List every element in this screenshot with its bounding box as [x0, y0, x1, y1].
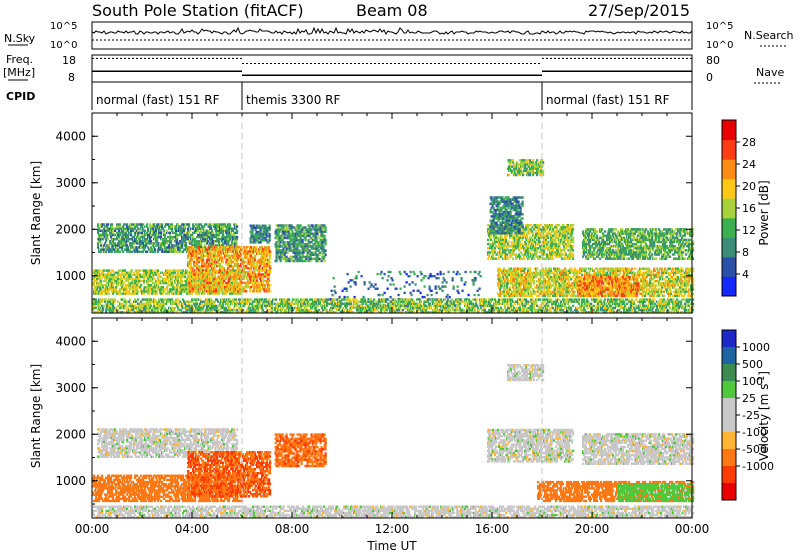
freq-label: Freq. [6, 53, 33, 66]
velocity-colorbar-swatch-8 [722, 466, 736, 484]
freq-trace [92, 71, 692, 75]
nsky-trace [92, 28, 692, 34]
beam-label: Beam 08 [356, 1, 428, 20]
velocity-region-4 [487, 429, 574, 463]
power-cbar-tick-1: 8 [742, 246, 749, 259]
power-ytick-2: 3000 [55, 176, 86, 190]
xtick-4: 16:00 [475, 522, 510, 536]
cpid-strip: CPID normal (fast) 151 RF themis 3300 RF n… [6, 82, 692, 110]
velocity-ytick-1: 2000 [55, 427, 86, 441]
x-axis-label: Time UT [366, 539, 417, 553]
velocity-colorbar-swatch-4 [722, 398, 736, 416]
velocity-colorbar-swatch-7 [722, 449, 736, 467]
velocity-colorbar-label: Velocity [m s-1] [757, 371, 771, 461]
velocity-colorbar-swatch-9 [722, 483, 736, 501]
velocity-ytick-3: 4000 [55, 334, 86, 348]
velocity-colorbar-label-text: Velocity [m s [757, 384, 771, 461]
power-colorbar-swatch-6 [722, 159, 736, 179]
velocity-cbar-tick-0: 1000 [742, 341, 770, 354]
velocity-colorbar-swatch-3 [722, 381, 736, 399]
power-ytick-0: 1000 [55, 269, 86, 283]
velocity-colorbar-swatch-2 [722, 364, 736, 382]
power-colorbar-swatch-1 [722, 257, 736, 277]
velocity-region-5 [507, 364, 544, 381]
velocity-ytick-2: 3000 [55, 381, 86, 395]
nave-trace [92, 58, 692, 63]
power-region-2 [187, 246, 271, 292]
freq-panel: Freq. [MHz] 18 8 80 0 Nave [3, 53, 784, 84]
velocity-colorbar-swatch-1 [722, 347, 736, 365]
freq-tick-top: 18 [62, 54, 76, 67]
xtick-3: 12:00 [375, 522, 410, 536]
power-colorbar-swatch-4 [722, 198, 736, 218]
power-region-6 [490, 196, 524, 234]
velocity-region-2 [187, 451, 271, 497]
cpid-segment-2: normal (fast) 151 RF [546, 93, 670, 107]
date-label: 27/Sep/2015 [588, 1, 690, 20]
power-region-7 [507, 159, 544, 176]
power-region-4 [275, 224, 327, 262]
velocity-region-6 [582, 433, 694, 465]
cpid-segment-0: normal (fast) 151 RF [96, 93, 220, 107]
velocity-cbar-tick-1: 500 [742, 358, 763, 371]
power-colorbar-swatch-0 [722, 276, 736, 296]
nsearch-label: N.Search [744, 29, 794, 42]
noise-tick-right-top: 10^5 [706, 21, 733, 32]
xtick-1: 04:00 [175, 522, 210, 536]
nave-label: Nave [756, 66, 784, 79]
velocity-colorbar-swatch-0 [722, 330, 736, 348]
xtick-6: 00:00 [675, 522, 710, 536]
power-cbar-tick-4: 20 [742, 180, 756, 193]
power-cbar-tick-5: 24 [742, 158, 756, 171]
power-region-3 [250, 225, 271, 244]
power-region-12 [92, 298, 694, 313]
xtick-2: 08:00 [275, 522, 310, 536]
power-colorbar-swatch-8 [722, 120, 736, 140]
power-cbar-tick-6: 28 [742, 136, 756, 149]
power-panel: 1000 2000 3000 4000 [55, 113, 694, 313]
velocity-colorbar-label-exponent: -1 [757, 376, 766, 384]
velocity-ytick-0: 1000 [55, 474, 86, 488]
velocity-region-3 [275, 433, 327, 467]
nave-tick-top: 80 [706, 54, 720, 67]
power-ytick-1: 2000 [55, 222, 86, 236]
noise-panel: N.Sky 10^5 10^0 10^5 10^0 N.Search [4, 21, 794, 51]
velocity-colorbar-swatch-5 [722, 415, 736, 433]
station-title: South Pole Station (fitACF) [92, 1, 304, 20]
power-cbar-tick-3: 16 [742, 202, 756, 215]
xtick-5: 20:00 [575, 522, 610, 536]
freq-tick-bottom: 8 [68, 71, 75, 84]
power-ytick-3: 4000 [55, 129, 86, 143]
nave-tick-bottom: 0 [706, 71, 713, 84]
velocity-cbar-tick-3: 25 [742, 392, 756, 405]
power-colorbar-label: Power [dB] [757, 180, 771, 245]
nsky-label: N.Sky [4, 32, 36, 45]
velocity-panel: 1000 2000 3000 4000 00:00 04:00 08:00 12:00 16:0… [55, 318, 709, 536]
power-region-8 [582, 228, 694, 260]
cpid-segment-1: themis 3300 RF [246, 93, 340, 107]
power-colorbar: 4 8 12 16 20 24 28 [722, 120, 756, 297]
power-colorbar-swatch-5 [722, 179, 736, 199]
power-ylabel: Slant Range [km] [29, 161, 43, 265]
noise-tick-left-bottom: 10^0 [50, 40, 77, 51]
velocity-colorbar-label-close: ] [757, 371, 771, 376]
power-colorbar-swatch-7 [722, 140, 736, 160]
power-cbar-tick-0: 4 [742, 268, 749, 281]
xtick-0: 00:00 [75, 522, 110, 536]
power-colorbar-swatch-2 [722, 237, 736, 257]
noise-tick-left-top: 10^5 [50, 21, 77, 32]
velocity-region-9 [92, 506, 694, 519]
power-colorbar-swatch-3 [722, 218, 736, 238]
velocity-ylabel: Slant Range [km] [29, 364, 43, 468]
power-cbar-tick-2: 12 [742, 224, 756, 237]
cpid-label: CPID [6, 90, 35, 103]
freq-unit-label: [MHz] [3, 66, 35, 79]
velocity-colorbar-swatch-6 [722, 432, 736, 450]
noise-tick-right-bottom: 10^0 [706, 40, 733, 51]
